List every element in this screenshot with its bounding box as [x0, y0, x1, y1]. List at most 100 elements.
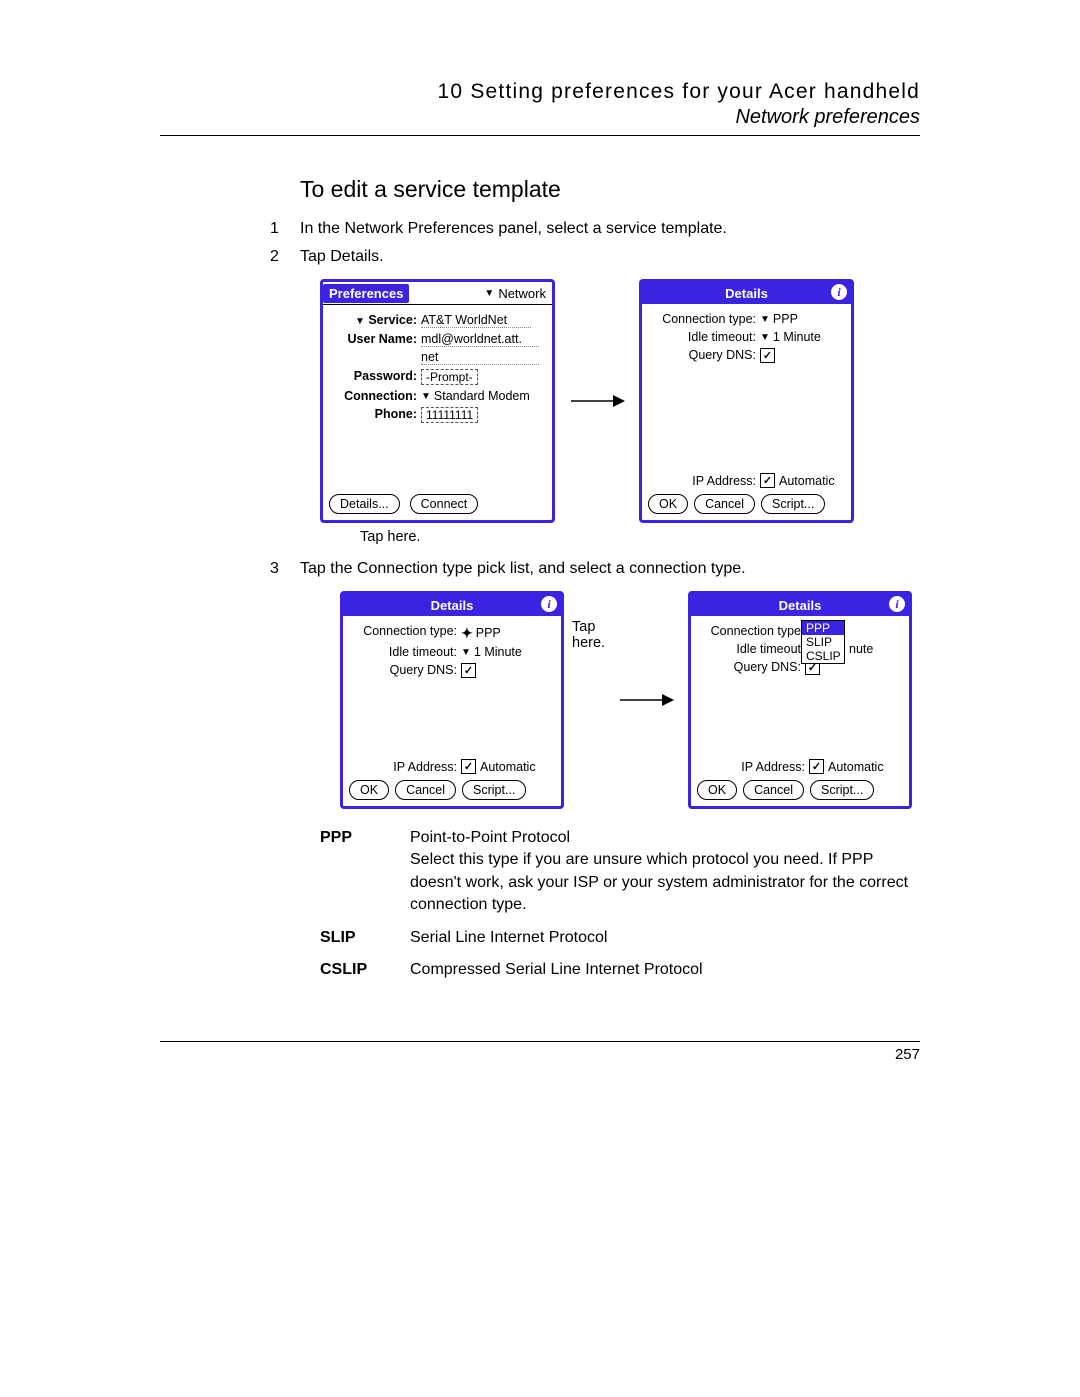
step-number: 3: [270, 557, 300, 581]
info-icon[interactable]: i: [541, 596, 557, 612]
cancel-button[interactable]: Cancel: [395, 780, 456, 800]
ip-auto-label: Automatic: [828, 760, 884, 774]
arrow-icon: [567, 391, 627, 411]
idle-label: Idle timeout: [697, 642, 805, 656]
step-1: 1 In the Network Preferences panel, sele…: [270, 217, 920, 241]
ip-label: IP Address:: [648, 474, 760, 488]
step-2: 2 Tap Details.: [270, 245, 920, 269]
details-title: Details: [343, 598, 561, 613]
service-label: ▼ Service:: [329, 313, 421, 327]
details-title: Details: [642, 286, 851, 301]
ip-auto-label: Automatic: [779, 474, 835, 488]
prefs-title: Preferences: [323, 284, 409, 303]
definition-slip: SLIP Serial Line Internet Protocol: [320, 927, 920, 949]
step-3: 3 Tap the Connection type pick list, and…: [270, 557, 920, 581]
dropdown-icon: ▼: [484, 288, 494, 299]
idle-label: Idle timeout:: [648, 330, 760, 344]
tap-here-side-caption: Tap here.: [572, 619, 605, 651]
script-button[interactable]: Script...: [462, 780, 526, 800]
dropdown-option-cslip[interactable]: CSLIP: [802, 649, 844, 663]
idle-partial: nute: [849, 642, 873, 656]
querydns-label: Query DNS:: [697, 660, 805, 674]
ok-button[interactable]: OK: [648, 494, 688, 514]
steps-list: 1 In the Network Preferences panel, sele…: [270, 217, 920, 269]
phone-value[interactable]: 11111111: [421, 407, 478, 423]
def-desc: Compressed Serial Line Internet Protocol: [410, 959, 920, 981]
info-icon[interactable]: i: [889, 596, 905, 612]
info-icon[interactable]: i: [831, 284, 847, 300]
section-title: To edit a service template: [300, 176, 920, 203]
figure-row-2: Details i Connection type: ✦ PPP Idle ti…: [340, 591, 920, 809]
page-number: 257: [160, 1046, 920, 1063]
username-value-2[interactable]: net: [421, 350, 539, 365]
ip-auto-checkbox[interactable]: ✓: [461, 759, 476, 774]
definition-ppp: PPP Point-to-Point Protocol Select this …: [320, 827, 920, 917]
querydns-label: Query DNS:: [349, 663, 461, 677]
querydns-label: Query DNS:: [648, 348, 760, 362]
tap-here-caption: Tap here.: [360, 529, 920, 545]
conn-type-picker[interactable]: ✦ PPP: [461, 624, 501, 641]
conn-type-label: Connection type:: [349, 624, 461, 638]
step-text: In the Network Preferences panel, select…: [300, 217, 920, 241]
idle-picker[interactable]: ▼ 1 Minute: [461, 645, 522, 659]
step-number: 1: [270, 217, 300, 241]
ok-button[interactable]: OK: [697, 780, 737, 800]
cancel-button[interactable]: Cancel: [743, 780, 804, 800]
password-label: Password:: [329, 369, 421, 383]
def-term: PPP: [320, 827, 410, 917]
ip-label: IP Address:: [697, 760, 809, 774]
ok-button[interactable]: OK: [349, 780, 389, 800]
ip-label: IP Address:: [349, 760, 461, 774]
details-button[interactable]: Details...: [329, 494, 400, 514]
ip-auto-label: Automatic: [480, 760, 536, 774]
chapter-title: 10 Setting preferences for your Acer han…: [160, 80, 920, 104]
password-value[interactable]: -Prompt-: [421, 369, 478, 385]
connect-button[interactable]: Connect: [410, 494, 479, 514]
querydns-checkbox[interactable]: ✓: [461, 663, 476, 678]
ip-auto-checkbox[interactable]: ✓: [760, 473, 775, 488]
details-title: Details: [691, 598, 909, 613]
phone-label: Phone:: [329, 407, 421, 421]
details-panel-pick: Details i Connection type: ✦ PPP Idle ti…: [340, 591, 564, 809]
step-text: Tap Details.: [300, 245, 920, 269]
idle-label: Idle timeout:: [349, 645, 461, 659]
definitions-list: PPP Point-to-Point Protocol Select this …: [320, 827, 920, 981]
def-desc: Point-to-Point Protocol Select this type…: [410, 827, 920, 917]
username-value-1[interactable]: mdl@worldnet.att.: [421, 332, 539, 347]
header-rule: [160, 135, 920, 136]
step-number: 2: [270, 245, 300, 269]
definition-cslip: CSLIP Compressed Serial Line Internet Pr…: [320, 959, 920, 981]
conn-type-dropdown[interactable]: PPP SLIP CSLIP: [801, 620, 845, 664]
dropdown-option-ppp[interactable]: PPP: [802, 621, 844, 635]
connection-label: Connection:: [329, 389, 421, 403]
ip-auto-checkbox[interactable]: ✓: [809, 759, 824, 774]
dropdown-option-slip[interactable]: SLIP: [802, 635, 844, 649]
script-button[interactable]: Script...: [761, 494, 825, 514]
prefs-category-picker[interactable]: ▼ Network: [484, 286, 552, 301]
page-header: 10 Setting preferences for your Acer han…: [160, 80, 920, 129]
cancel-button[interactable]: Cancel: [694, 494, 755, 514]
arrow-icon: [616, 690, 676, 710]
steps-list-2: 3 Tap the Connection type pick list, and…: [270, 557, 920, 581]
service-value[interactable]: AT&T WorldNet: [421, 313, 531, 328]
conn-type-label: Connection type:: [648, 312, 760, 326]
footer-rule: [160, 1041, 920, 1042]
step-text: Tap the Connection type pick list, and s…: [300, 557, 920, 581]
def-term: SLIP: [320, 927, 410, 949]
conn-type-picker[interactable]: ▼ PPP: [760, 312, 798, 326]
querydns-checkbox[interactable]: ✓: [760, 348, 775, 363]
figure-row-1: Preferences ▼ Network ▼ Service: AT&T Wo…: [320, 279, 920, 523]
preferences-panel: Preferences ▼ Network ▼ Service: AT&T Wo…: [320, 279, 555, 523]
details-panel: Details i Connection type: ▼ PPP Idle ti…: [639, 279, 854, 523]
prefs-category-label: Network: [498, 286, 546, 301]
idle-picker[interactable]: ▼ 1 Minute: [760, 330, 821, 344]
subchapter-title: Network preferences: [160, 106, 920, 129]
details-panel-open: Details i Connection type Idle timeout n…: [688, 591, 912, 809]
def-term: CSLIP: [320, 959, 410, 981]
username-label: User Name:: [329, 332, 421, 346]
prefs-titlebar: Preferences ▼ Network: [323, 282, 552, 305]
conn-type-label: Connection type: [697, 624, 805, 638]
def-desc: Serial Line Internet Protocol: [410, 927, 920, 949]
script-button[interactable]: Script...: [810, 780, 874, 800]
connection-picker[interactable]: ▼ Standard Modem: [421, 389, 530, 403]
